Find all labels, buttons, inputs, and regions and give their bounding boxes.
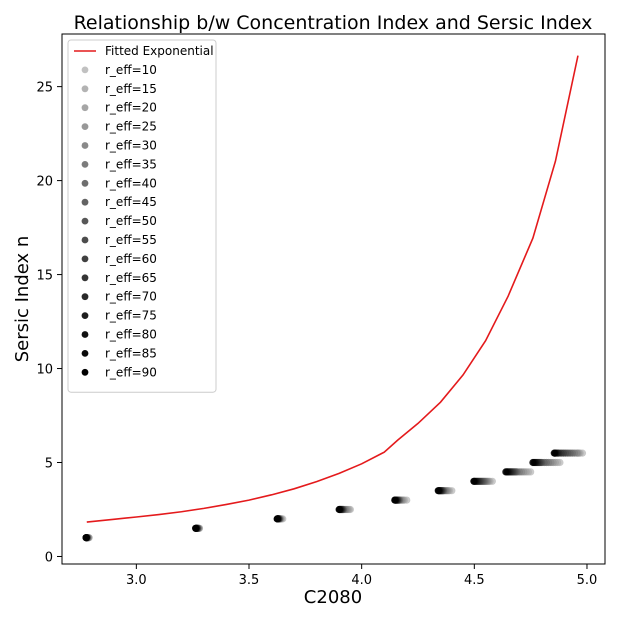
y-axis-label: Sersic Index n <box>12 236 33 363</box>
scatter-series-r_eff=45 <box>83 449 574 542</box>
legend-label: r_eff=60 <box>105 252 157 266</box>
legend-marker <box>81 236 89 244</box>
scatter-point <box>391 496 399 504</box>
scatter-series-r_eff=15 <box>85 449 584 542</box>
legend-label: r_eff=55 <box>105 233 157 247</box>
scatter-series-r_eff=90 <box>82 449 558 542</box>
scatter-series-r_eff=75 <box>82 449 561 542</box>
legend-label: r_eff=35 <box>105 157 157 171</box>
x-tick-label: 3.5 <box>239 573 260 588</box>
scatter-point <box>82 534 90 542</box>
legend-marker <box>81 85 89 93</box>
scatter-series-r_eff=20 <box>84 449 583 542</box>
legend-marker <box>81 331 89 338</box>
legend-marker <box>81 66 89 74</box>
scatter-series-r_eff=30 <box>84 449 581 542</box>
x-tick-label: 4.5 <box>464 573 485 588</box>
legend-label: r_eff=15 <box>105 82 157 96</box>
scatter-point <box>550 449 558 457</box>
legend-marker <box>81 255 89 263</box>
y-tick-label: 10 <box>36 363 53 378</box>
legend-marker <box>81 368 89 376</box>
y-tick-label: 15 <box>36 269 53 284</box>
scatter-point <box>192 524 200 532</box>
legend-label: r_eff=75 <box>105 309 157 323</box>
y-tick-label: 5 <box>45 457 53 472</box>
x-tick-label: 3.0 <box>126 573 147 588</box>
legend-label: r_eff=90 <box>105 365 157 379</box>
legend-marker <box>81 293 89 301</box>
legend-label: r_eff=80 <box>105 328 157 342</box>
legend-label: Fitted Exponential <box>105 44 214 58</box>
legend-marker <box>81 350 89 357</box>
y-tick-label: 25 <box>36 81 53 96</box>
plot-area <box>82 55 587 542</box>
y-axis: 0 5 10 15 20 25 <box>36 81 62 565</box>
legend-label: r_eff=20 <box>105 101 157 115</box>
scatter-point <box>502 468 510 476</box>
scatter-series-r_eff=10 <box>85 449 587 542</box>
legend-label: r_eff=30 <box>105 139 157 153</box>
legend: Fitted Exponential r_eff=10 r_eff=15 r_eff=… <box>67 39 217 393</box>
plot-frame <box>61 33 606 565</box>
legend-label: r_eff=10 <box>105 63 157 77</box>
scatter-series-r_eff=80 <box>82 449 560 542</box>
scatter-point <box>434 487 442 495</box>
x-tick-label: 4.0 <box>351 573 372 588</box>
scatter-point <box>335 505 343 514</box>
legend-label: r_eff=40 <box>105 176 157 190</box>
legend-marker <box>81 104 89 112</box>
scatter-point <box>470 477 478 485</box>
scatter-series-r_eff=55 <box>83 449 570 542</box>
legend-marker <box>81 312 89 319</box>
y-tick-label: 20 <box>36 175 53 190</box>
legend-label: r_eff=25 <box>105 120 157 134</box>
legend-label: r_eff=50 <box>105 214 157 228</box>
fitted-exponential-line <box>86 55 579 523</box>
y-tick-label: 0 <box>45 550 53 565</box>
scatter-series-r_eff=65 <box>82 449 565 542</box>
x-axis: 3.0 3.5 4.0 4.5 5.0 <box>126 564 597 588</box>
x-tick-label: 5.0 <box>577 573 598 588</box>
legend-label: r_eff=45 <box>105 195 157 209</box>
legend-label: r_eff=85 <box>105 346 157 360</box>
scatter-series-r_eff=25 <box>84 449 582 542</box>
legend-marker <box>81 274 89 282</box>
scatter-series-r_eff=85 <box>82 449 559 542</box>
legend-marker <box>81 179 89 187</box>
scatter-series-r_eff=35 <box>84 449 579 542</box>
scatter-point <box>273 515 281 523</box>
legend-label: r_eff=65 <box>105 271 157 285</box>
x-axis-label: C2080 <box>304 587 362 608</box>
legend-marker <box>81 161 89 168</box>
chart-title: Relationship b/w Concentration Index and… <box>74 12 593 34</box>
legend-marker <box>81 123 89 130</box>
legend-marker <box>81 198 89 206</box>
scatter-point <box>529 458 537 467</box>
scatter-series-r_eff=60 <box>83 449 567 542</box>
scatter-series-r_eff=70 <box>82 449 563 542</box>
scatter-series-r_eff=40 <box>83 449 576 542</box>
legend-box <box>67 39 217 393</box>
scatter-series-r_eff=50 <box>83 449 572 542</box>
legend-marker <box>81 217 89 225</box>
legend-marker <box>81 142 89 149</box>
legend-label: r_eff=70 <box>105 290 157 304</box>
